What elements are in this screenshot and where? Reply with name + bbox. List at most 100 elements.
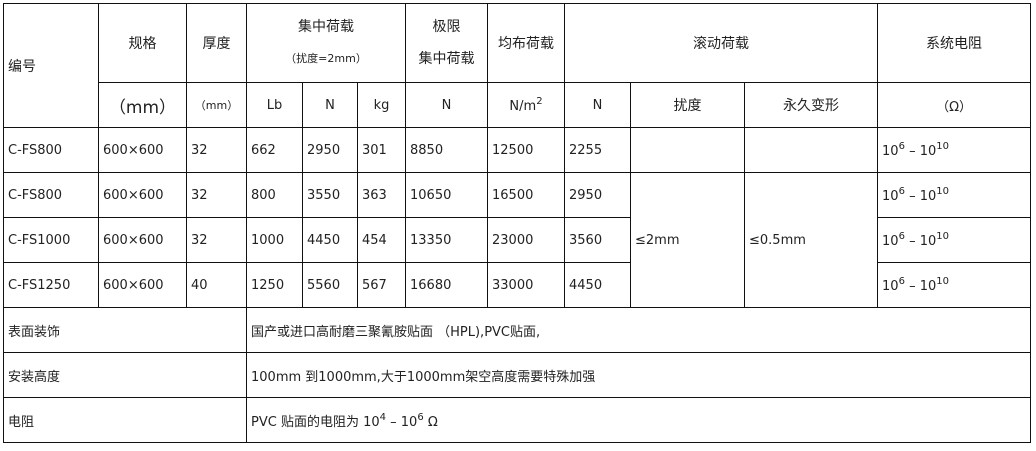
cell-lb: 1250 xyxy=(246,262,303,308)
header-id: 编号 xyxy=(3,3,99,128)
unit-roll-deflection: 扰度 xyxy=(630,82,745,128)
header-thickness: 厚度 xyxy=(186,3,247,83)
cell-thick: 32 xyxy=(186,127,247,173)
cell-lb: 800 xyxy=(246,172,303,218)
cell-roll-deflection: ≤2mm xyxy=(630,172,745,308)
cell-id: C-FS1000 xyxy=(3,217,99,263)
conc-load-note: （扰度=2mm） xyxy=(285,52,367,65)
header-rolling: 滚动荷载 xyxy=(563,3,879,83)
header-resistance: 系统电阻 xyxy=(877,3,1032,83)
cell-roll-deflection xyxy=(630,127,745,173)
cell-ult: 10650 xyxy=(405,172,488,218)
cell-kg: 454 xyxy=(357,217,406,263)
cell-n: 5560 xyxy=(302,262,358,308)
unit-lb: Lb xyxy=(246,82,303,128)
res-exp2: 10 xyxy=(936,276,949,287)
res-dash: – 10 xyxy=(904,234,937,249)
ultimate-line1: 极限 xyxy=(432,19,461,35)
res-tail: Ω xyxy=(423,414,438,430)
footer-row: 表面装饰 国产或进口高耐磨三聚氰胺贴面 （HPL),PVC贴面, xyxy=(3,307,1032,353)
cell-uni: 23000 xyxy=(487,217,565,263)
cell-id: C-FS800 xyxy=(3,127,99,173)
cell-lb: 1000 xyxy=(246,217,303,263)
header-row: 编号 规格 厚度 集中荷载 （扰度=2mm） 极限 集中荷载 均布荷载 滚动荷载 系… xyxy=(3,3,1032,128)
res-base: 10 xyxy=(882,189,899,204)
res-base: 10 xyxy=(882,279,899,294)
res-exp2: 10 xyxy=(936,141,949,152)
cell-roll-perm: ≤0.5mm xyxy=(743,172,879,308)
footer-value: PVC 贴面的电阻为 104 – 106 Ω xyxy=(245,397,1032,443)
res-mid: – 10 xyxy=(386,414,418,430)
cell-roll: 2255 xyxy=(564,127,631,173)
unit-n: N xyxy=(302,82,358,128)
ultimate-line2: 集中荷载 xyxy=(418,51,475,67)
cell-uni: 16500 xyxy=(487,172,565,218)
cell-uni: 33000 xyxy=(487,262,565,308)
footer-value: 100mm 到1000mm,大于1000mm架空高度需要特殊加强 xyxy=(245,352,1032,398)
unit-uniform-sup: 2 xyxy=(536,96,543,107)
res-dash: – 10 xyxy=(904,144,937,159)
footer-value: 国产或进口高耐磨三聚氰胺贴面 （HPL),PVC贴面, xyxy=(245,307,1032,353)
cell-thick: 40 xyxy=(186,262,247,308)
cell-roll-perm xyxy=(743,127,879,173)
spec-table: 编号 规格 厚度 集中荷载 （扰度=2mm） 极限 集中荷载 均布荷载 滚动荷载 系… xyxy=(3,3,1032,443)
units-row: （mm） （mm） Lb N kg N N/m2 N 扰度 永久变形 （Ω） xyxy=(4,82,1032,128)
cell-uni: 12500 xyxy=(487,127,565,173)
cell-n: 3550 xyxy=(302,172,358,218)
res-dash: – 10 xyxy=(904,279,937,294)
cell-resistance: 106 – 1010 xyxy=(877,217,1032,263)
res-exp1: 4 xyxy=(379,411,386,423)
unit-uniform-text: N/m xyxy=(509,99,537,114)
res-exp2: 10 xyxy=(936,186,949,197)
cell-spec: 600×600 xyxy=(98,217,187,263)
table-row: C-FS800 600×600 32 800 3550 363 10650 16500 2950… xyxy=(3,172,1032,308)
res-base: 10 xyxy=(882,144,899,159)
cell-resistance: 106 – 1010 xyxy=(877,127,1032,173)
unit-kg: kg xyxy=(357,82,406,128)
cell-spec: 600×600 xyxy=(98,262,187,308)
cell-roll: 2950 xyxy=(564,172,631,218)
res-base: 10 xyxy=(882,234,899,249)
cell-ult: 8850 xyxy=(405,127,488,173)
conc-load-title: 集中荷载 xyxy=(298,19,354,35)
res-exp1: 6 xyxy=(898,276,905,287)
cell-ult: 13350 xyxy=(405,217,488,263)
cell-spec: 600×600 xyxy=(98,172,187,218)
cell-roll: 3560 xyxy=(564,217,631,263)
footer-row: 电阻 PVC 贴面的电阻为 104 – 106 Ω xyxy=(3,397,1032,443)
header-ultimate: 极限 集中荷载 xyxy=(405,3,488,83)
res-exp2: 6 xyxy=(417,411,424,423)
table-row: C-FS1250 600×600 40 1250 5560 567 16680 33000 44… xyxy=(3,262,1032,308)
cell-thick: 32 xyxy=(186,172,247,218)
header-conc-load: 集中荷载 （扰度=2mm） xyxy=(246,3,406,83)
unit-spec: （mm） xyxy=(98,82,187,128)
table-row: C-FS1000 600×600 32 1000 4450 454 13350 23000 35… xyxy=(3,217,1032,263)
table-row: C-FS800 600×600 32 662 2950 301 8850 12500 2255 1… xyxy=(3,127,1032,173)
res-dash: – 10 xyxy=(904,189,937,204)
cell-kg: 363 xyxy=(357,172,406,218)
cell-roll: 4450 xyxy=(564,262,631,308)
unit-uniform: N/m2 xyxy=(487,82,565,128)
header-uniform: 均布荷载 xyxy=(487,3,565,83)
cell-id: C-FS1250 xyxy=(3,262,99,308)
footer-label: 表面装饰 xyxy=(3,307,247,353)
cell-kg: 567 xyxy=(357,262,406,308)
res-text: PVC 贴面的电阻为 10 xyxy=(251,414,380,430)
unit-roll-perm: 永久变形 xyxy=(743,82,879,128)
footer-label: 安装高度 xyxy=(3,352,247,398)
cell-resistance: 106 – 1010 xyxy=(877,262,1032,308)
cell-spec: 600×600 xyxy=(98,127,187,173)
res-exp1: 6 xyxy=(898,231,905,242)
cell-kg: 301 xyxy=(357,127,406,173)
cell-id: C-FS800 xyxy=(3,172,99,218)
cell-n: 2950 xyxy=(302,127,358,173)
res-exp1: 6 xyxy=(898,141,905,152)
unit-thickness: （mm） xyxy=(186,82,247,128)
cell-n: 4450 xyxy=(302,217,358,263)
cell-lb: 662 xyxy=(246,127,303,173)
cell-resistance: 106 – 1010 xyxy=(877,172,1032,218)
cell-thick: 32 xyxy=(186,217,247,263)
header-spec: 规格 xyxy=(98,3,187,83)
footer-row: 安装高度 100mm 到1000mm,大于1000mm架空高度需要特殊加强 xyxy=(3,352,1032,398)
res-exp2: 10 xyxy=(936,231,949,242)
